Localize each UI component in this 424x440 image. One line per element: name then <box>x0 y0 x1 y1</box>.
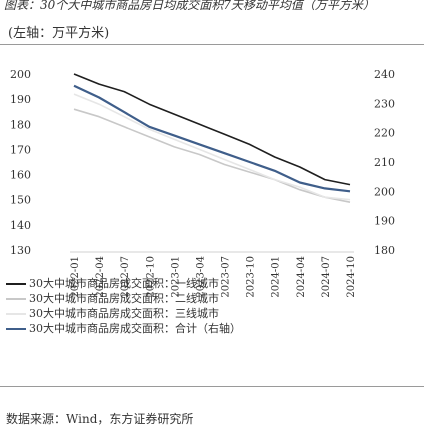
x-tick-label: 2024-07 <box>321 256 332 298</box>
legend-label: 30大中城市商品房成交面积：合计（右轴） <box>29 322 241 335</box>
x-axis: 2022-01 2022-04 2022-07 2022-10 2023-01 2023-… <box>70 256 357 298</box>
x-tick-label: 2022-07 <box>120 256 131 298</box>
legend-item: 30大中城市商品房成交面积：合计（右轴） <box>6 321 241 336</box>
series-layer <box>73 73 351 203</box>
left-axis-unit-label: (左轴：万平方米) <box>8 26 110 41</box>
left-tick-label: 190 <box>10 93 31 106</box>
right-tick-label: 240 <box>374 68 395 81</box>
legend: 30大中城市商品房成交面积：一线城市 30大中城市商品房成交面积：二线城市 30… <box>6 276 241 336</box>
legend-label: 30大中城市商品房成交面积：一线城市 <box>29 277 219 290</box>
right-axis: 180 190 200 210 220 230 240 <box>374 68 395 257</box>
x-tick-label: 2022-04 <box>95 256 106 298</box>
series-line <box>73 108 351 203</box>
right-tick-label: 210 <box>374 156 395 169</box>
left-tick-label: 170 <box>10 143 31 156</box>
left-tick-label: 200 <box>10 68 31 81</box>
source-note: 数据来源：Wind，东方证券研究所 <box>6 412 194 426</box>
chart-title: 图表：30个大中城市商品房日均成交面积7天移动平均值（万平方米） <box>4 0 375 12</box>
legend-swatch <box>6 297 26 300</box>
right-tick-label: 190 <box>374 215 395 228</box>
legend-label: 30大中城市商品房成交面积：三线城市 <box>29 307 219 320</box>
x-tick-label: 2023-07 <box>221 256 232 298</box>
series-line <box>73 73 351 186</box>
x-tick-label: 2022-10 <box>145 256 156 298</box>
x-tick-label: 2024-01 <box>271 256 282 298</box>
legend-swatch <box>6 282 26 285</box>
line-chart: 130 140 150 160 170 180 190 200 180 190 200 210 220… <box>10 68 395 298</box>
x-tick-label: 2023-10 <box>246 256 257 298</box>
right-tick-label: 230 <box>374 97 395 110</box>
x-tick-label: 2023-01 <box>170 256 181 298</box>
left-tick-label: 160 <box>10 169 31 182</box>
top-rule <box>0 44 424 45</box>
x-tick-label: 2023-04 <box>195 256 206 298</box>
x-tick-label: 2022-01 <box>70 256 81 298</box>
left-tick-label: 180 <box>10 118 31 131</box>
left-tick-label: 150 <box>10 194 31 207</box>
legend-swatch <box>6 312 26 315</box>
series-line <box>73 84 351 193</box>
legend-item: 30大中城市商品房成交面积：二线城市 <box>6 291 241 306</box>
title-bar: 图表：30个大中城市商品房日均成交面积7天移动平均值（万平方米） <box>0 0 424 14</box>
right-tick-label: 220 <box>374 127 395 140</box>
x-tick-label: 2024-10 <box>346 256 357 298</box>
legend-swatch <box>6 327 26 330</box>
left-tick-label: 140 <box>10 219 31 232</box>
right-tick-label: 180 <box>374 244 395 257</box>
series-line <box>73 93 351 201</box>
legend-item: 30大中城市商品房成交面积：三线城市 <box>6 306 241 321</box>
legend-item: 30大中城市商品房成交面积：一线城市 <box>6 276 241 291</box>
left-tick-label: 130 <box>10 244 31 257</box>
right-tick-label: 200 <box>374 185 395 198</box>
legend-label: 30大中城市商品房成交面积：二线城市 <box>29 292 219 305</box>
bottom-rule <box>0 386 424 387</box>
left-axis: 130 140 150 160 170 180 190 200 <box>10 68 31 257</box>
x-tick-label: 2024-04 <box>296 256 307 298</box>
